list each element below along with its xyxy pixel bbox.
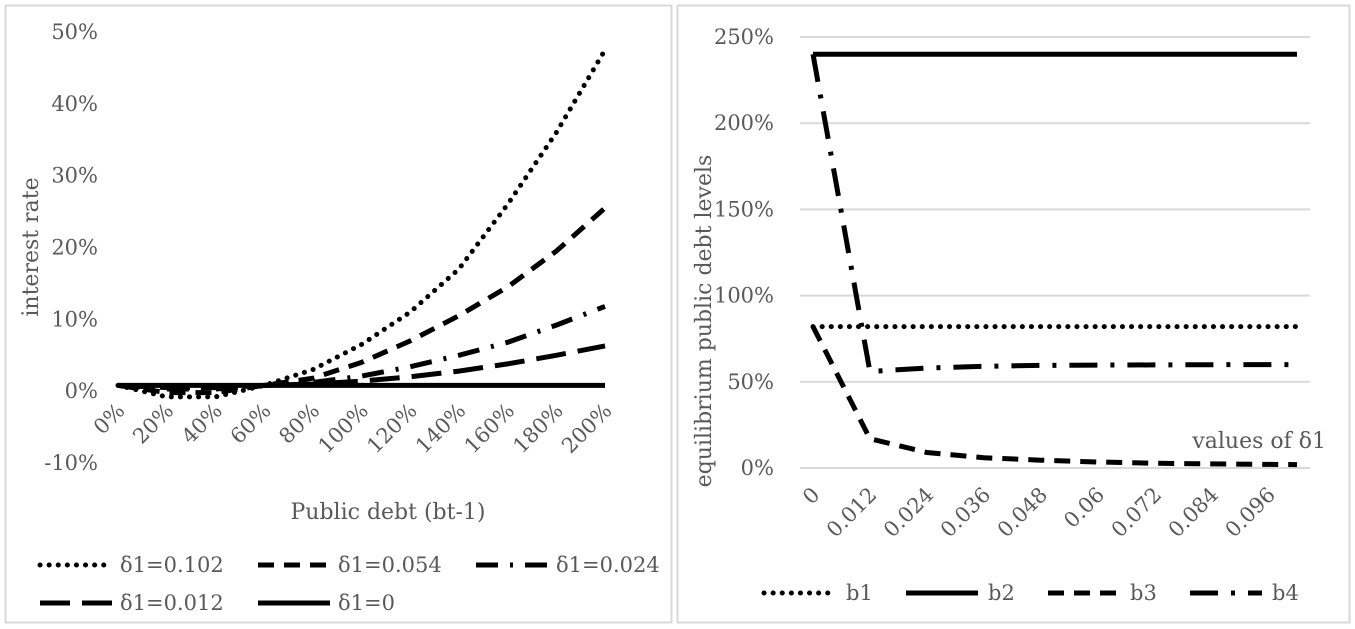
right-gridlines <box>800 36 1310 469</box>
right-y-axis-title: equilibrium public debt levels <box>692 155 717 488</box>
right-y-tick-label: 250% <box>714 25 774 49</box>
left-chart: 50%40%30%20%10%0%-10% 0%20%40%60%80%100%… <box>19 20 660 615</box>
right-x-tick-label: 0.072 <box>1107 483 1166 542</box>
left-legend-label: δ1=0.012 <box>120 591 224 615</box>
left-chart-series <box>115 47 608 400</box>
left-y-tick-label: 20% <box>51 236 98 260</box>
left-x-tick-label: 160% <box>460 399 519 458</box>
right-x-tick-label: 0.06 <box>1059 483 1109 533</box>
right-x-tick-label: 0.036 <box>936 483 995 542</box>
left-y-tick-label: 50% <box>51 20 98 44</box>
right-y-tick-label: 50% <box>727 370 774 394</box>
left-series-line <box>117 343 606 391</box>
right-legend-label: b1 <box>846 581 873 605</box>
right-x-tick-label: 0.024 <box>879 483 938 542</box>
right-y-axis-ticks: 250% 200% 150% 100% 50% 0% <box>714 25 774 480</box>
left-x-tick-label: 140% <box>411 399 470 458</box>
left-x-tick-label: 20% <box>128 399 178 449</box>
right-x-axis-title: values of δ1 <box>1191 429 1326 454</box>
left-panel-border <box>4 4 673 624</box>
right-y-tick-label: 100% <box>714 284 774 308</box>
right-legend: b1 b2 b3 b4 <box>761 581 1299 605</box>
right-x-tick-label: 0.096 <box>1221 483 1280 542</box>
right-x-tick-label: 0.048 <box>993 483 1052 542</box>
left-x-axis-title: Public debt (bt-1) <box>291 500 486 525</box>
right-series-line <box>810 325 1298 468</box>
left-y-axis-title: interest rate <box>19 177 44 316</box>
left-x-tick-label: 0% <box>89 399 130 440</box>
right-y-tick-label: 200% <box>714 111 774 135</box>
left-legend-label: δ1=0.054 <box>338 553 442 577</box>
left-y-tick-label: -10% <box>44 451 98 475</box>
left-x-tick-label: 180% <box>508 399 567 458</box>
left-series-line <box>117 206 607 396</box>
right-x-tick-label: 0.012 <box>822 483 881 542</box>
left-y-tick-label: 30% <box>51 164 98 188</box>
right-chart: 250%200%150%100%50%0% 00.0120.0240.0360.… <box>692 25 1326 605</box>
left-legend-label: δ1=0.102 <box>120 553 224 577</box>
right-x-tick-label: 0.084 <box>1164 483 1223 542</box>
left-x-tick-label: 100% <box>314 399 373 458</box>
left-x-axis-ticks: 0%20%40%60%80%100%120%140%160%180%200% <box>89 399 617 458</box>
left-y-tick-label: 0% <box>65 379 98 403</box>
left-x-tick-label: 200% <box>557 399 616 458</box>
right-x-tick-label: 0 <box>798 483 824 509</box>
right-series-line <box>810 53 1298 375</box>
left-x-tick-label: 40% <box>177 399 227 449</box>
right-y-tick-label: 150% <box>714 197 774 221</box>
left-legend-label: δ1=0 <box>338 591 395 615</box>
left-series-line <box>117 304 606 392</box>
right-panel-border <box>676 4 1351 624</box>
right-legend-label: b2 <box>988 581 1015 605</box>
left-legend: δ1=0.102 δ1=0.054 δ1=0.024 δ1=0.012 δ1=0 <box>37 553 660 615</box>
right-chart-series <box>810 51 1300 468</box>
left-y-tick-label: 10% <box>51 307 98 331</box>
right-y-tick-label: 0% <box>741 456 774 480</box>
left-y-tick-label: 40% <box>51 92 98 116</box>
left-y-axis-ticks: 50% 40% 30% 20% 10% 0% -10% <box>44 20 98 475</box>
left-x-tick-label: 60% <box>226 399 276 449</box>
left-series-line <box>115 47 608 400</box>
right-legend-label: b4 <box>1272 581 1299 605</box>
left-legend-label: δ1=0.024 <box>556 553 660 577</box>
left-x-tick-label: 120% <box>362 399 421 458</box>
right-legend-label: b3 <box>1130 581 1157 605</box>
